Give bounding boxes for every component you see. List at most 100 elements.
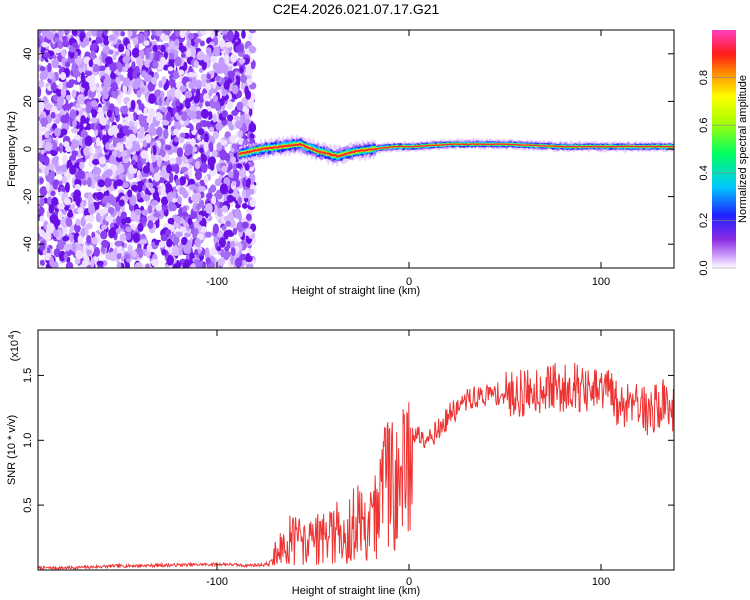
spectrogram-noise-point <box>71 127 79 134</box>
spectrogram-noise-point <box>174 30 180 37</box>
spectrogram-noise-point <box>105 56 113 65</box>
spectrogram-noise-point <box>186 239 193 250</box>
spectrogram-noise-point <box>175 231 183 238</box>
spectrogram-noise-point <box>144 250 151 257</box>
spectrogram-noise-point <box>71 30 78 37</box>
spectrogram-noise-point <box>187 217 193 226</box>
spectrogram-noise-point <box>64 243 73 251</box>
spectrogram-noise-point <box>219 183 228 195</box>
spectrogram-noise-point <box>38 225 42 234</box>
spectrogram-noise-point <box>185 101 191 109</box>
spectrogram-noise-point <box>171 164 176 172</box>
spectrogram-noise-point <box>229 135 236 144</box>
spectrogram-noise-point <box>68 79 76 85</box>
spectrogram-noise-point <box>140 216 148 224</box>
spectrogram-noise-point <box>136 89 142 99</box>
spectrogram-noise-point <box>151 199 159 206</box>
snr-y-tick-label: 1.5 <box>22 368 34 383</box>
spectrogram-noise-point <box>237 196 243 206</box>
spectrogram-noise-point <box>181 111 188 122</box>
spectrogram-noise-point <box>70 203 76 210</box>
spectrogram-noise-point <box>212 113 217 123</box>
spectrogram-noise-point <box>205 202 213 214</box>
spectrogram-noise-point <box>98 30 104 35</box>
spectrogram-noise-point <box>131 250 137 258</box>
spectrogram-noise-point <box>200 108 209 119</box>
spectrogram-noise-point <box>90 100 98 107</box>
chart-title: C2E4.2026.021.07.17.G21 <box>273 1 440 17</box>
spectrogram-noise-point <box>98 156 107 165</box>
spectrogram-noise-point <box>173 128 180 136</box>
spectrogram-noise-point <box>131 47 140 58</box>
spectrogram-noise-point <box>163 30 170 36</box>
spectrogram-noise-point <box>203 93 210 102</box>
snr-y-ticks: 0.5 1.0 1.5 <box>22 368 674 513</box>
spectrogram-noise-point <box>83 255 90 266</box>
spectrogram-noise-point <box>145 263 150 268</box>
spectrogram-noise-point <box>127 189 133 198</box>
spectrogram-noise-point <box>172 191 177 199</box>
spectrogram-noise-point <box>189 124 194 132</box>
spectrogram-noise-point <box>180 52 186 59</box>
spectrogram-noise-point <box>136 99 142 106</box>
spectrogram-noise-point <box>38 30 42 35</box>
spectrogram-noise-point <box>47 196 53 205</box>
spectrogram-noise-point <box>139 234 146 241</box>
spectrogram-noise-point <box>61 192 67 198</box>
spectrogram-noise-point <box>204 101 210 107</box>
spectrogram-noise-point <box>237 44 244 53</box>
spectrogram-noise-point <box>98 208 107 216</box>
spectrogram-noise-point <box>145 49 150 60</box>
spectrogram-x-ticks: -100 0 100 <box>206 30 610 288</box>
spectrogram-noise-point <box>121 120 130 127</box>
colorbar-gradient <box>712 30 736 268</box>
spectrogram-noise-point <box>224 245 230 252</box>
spectrogram-noise-point <box>38 79 45 88</box>
spectrogram-noise-point <box>139 116 147 128</box>
spectrogram-noise-point <box>232 227 238 235</box>
spectrogram-noise-point <box>209 141 214 152</box>
spectrogram-noise-point <box>128 164 134 174</box>
spectrogram-noise-point <box>44 252 52 261</box>
spectrogram-noise-point <box>184 232 192 238</box>
spectrogram-noise-point <box>91 108 98 118</box>
spectrogram-noise-point <box>60 87 67 98</box>
spectrogram-noise-point <box>139 87 145 93</box>
spectrogram-noise-point <box>195 204 201 210</box>
spectrogram-noise-point <box>64 205 70 211</box>
spectrogram-noise-point <box>118 166 125 174</box>
spectrogram-noise-point <box>148 107 156 119</box>
spectrogram-noise-point <box>165 111 172 122</box>
spectrogram-noise-point <box>166 164 173 174</box>
spectrogram-noise-point <box>38 163 44 169</box>
spectrogram-noise-point <box>197 128 205 136</box>
spectrogram-noise-point <box>51 196 59 206</box>
spectrogram-noise-point <box>181 236 188 246</box>
spectrogram-noise-point <box>69 225 76 231</box>
spectrogram-noise-point <box>231 109 239 116</box>
spectrogram-noise-point <box>169 224 175 232</box>
spectrogram-y-tick-label: 40 <box>22 48 34 60</box>
spectrogram-noise-point <box>74 183 81 190</box>
spectrogram-noise-point <box>130 211 137 222</box>
spectrogram-noise-point <box>107 194 115 205</box>
spectrogram-noise-point <box>116 94 122 104</box>
spectrogram-noise-point <box>38 86 42 98</box>
spectrogram-noise-point <box>109 61 117 72</box>
spectrogram-noise-point <box>103 77 112 88</box>
spectrogram-y-axis-label: Frequency (Hz) <box>6 111 18 187</box>
spectrogram-noise-point <box>231 143 238 149</box>
spectrogram-noise-point <box>91 237 98 245</box>
spectrogram-noise-point <box>221 110 228 118</box>
spectrogram-noise-point <box>166 238 173 248</box>
spectrogram-noise-point <box>115 179 123 187</box>
spectrogram-noise-point <box>144 133 152 144</box>
snr-x-tick-label: -100 <box>206 576 228 588</box>
spectrogram-noise-point <box>176 147 184 158</box>
spectrogram-noise-point <box>165 98 170 107</box>
spectrogram-x-tick-label: 100 <box>592 276 610 288</box>
spectrogram-noise-point <box>69 109 77 120</box>
spectrogram-noise-point <box>80 227 86 238</box>
spectrogram-noise-point <box>161 106 168 113</box>
spectrogram-noise-point <box>87 193 94 204</box>
